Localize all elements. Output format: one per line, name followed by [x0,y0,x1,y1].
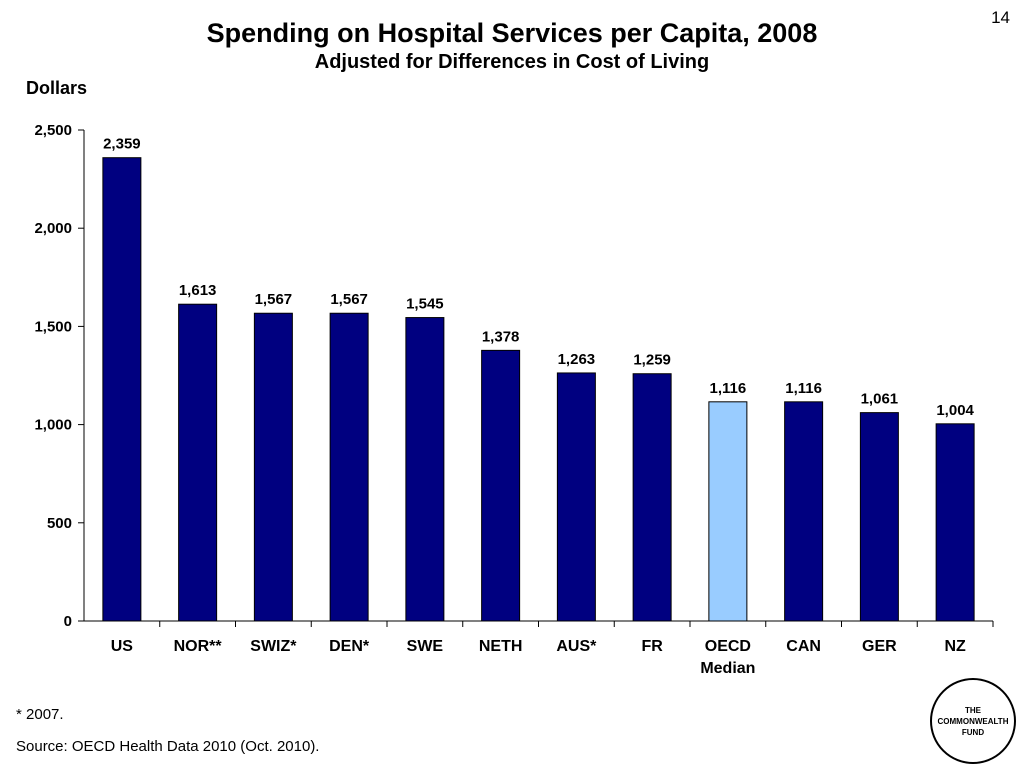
bar-value-label: 1,545 [406,296,444,313]
x-category-label: Median [700,660,755,677]
bar-value-label: 1,004 [936,402,974,419]
x-category-label: AUS* [556,638,597,655]
source-note: Source: OECD Health Data 2010 (Oct. 2010… [16,738,320,755]
bar [632,373,672,622]
bar-value-label: 1,259 [633,352,671,369]
bar [329,312,369,622]
bar [253,312,293,622]
bar-value-label: 1,613 [179,282,217,299]
x-category-label: US [111,638,134,655]
bar-value-label: 1,263 [558,351,596,368]
bar [405,317,445,622]
logo-text: THE COMMONWEALTH FUND [937,705,1009,737]
x-category-label: OECD [705,638,751,655]
x-category-label: CAN [786,638,821,655]
bar [859,412,899,622]
bar [102,157,142,622]
y-tick-label: 2,000 [34,220,72,237]
x-category-label: SWE [407,638,444,655]
y-axis-unit-label: Dollars [26,78,88,98]
bar-value-label: 1,061 [861,391,899,408]
bar [178,303,218,622]
chart-subtitle: Adjusted for Differences in Cost of Livi… [314,51,710,73]
bar-value-label: 1,567 [330,291,368,308]
bar-value-label: 2,359 [103,136,141,153]
x-category-label: GER [862,638,897,655]
x-category-label: DEN* [329,638,370,655]
x-category-label: NETH [479,638,523,655]
bar-value-label: 1,378 [482,328,520,345]
y-tick-label: 500 [47,515,72,532]
bar [481,349,521,622]
bar-value-label: 1,116 [785,380,822,397]
x-category-label: NZ [944,638,966,655]
bar [784,401,824,622]
y-tick-label: 1,000 [34,417,72,434]
bar-chart: 0 500 1,000 1,500 2,000 2,500 2,359 US 1,613 NOR*… [34,122,994,677]
y-tick-label: 2,500 [34,122,72,139]
bar-value-label: 1,116 [710,380,747,397]
y-tick-label: 0 [64,613,72,630]
bar-value-label: 1,567 [255,291,293,308]
footnote: * 2007. [16,706,64,723]
bar [708,401,748,622]
y-tick-label: 1,500 [34,318,72,335]
title-block: Spending on Hospital Services per Capita… [0,16,1024,74]
x-category-label: NOR** [174,638,223,655]
bar [935,423,975,622]
commonwealth-fund-logo: THE COMMONWEALTH FUND [930,678,1016,764]
x-category-label: SWIZ* [250,638,297,655]
page-number: 14 [991,8,1010,27]
x-category-label: FR [641,638,663,655]
chart-title: Spending on Hospital Services per Capita… [206,18,818,48]
bar [556,372,596,622]
